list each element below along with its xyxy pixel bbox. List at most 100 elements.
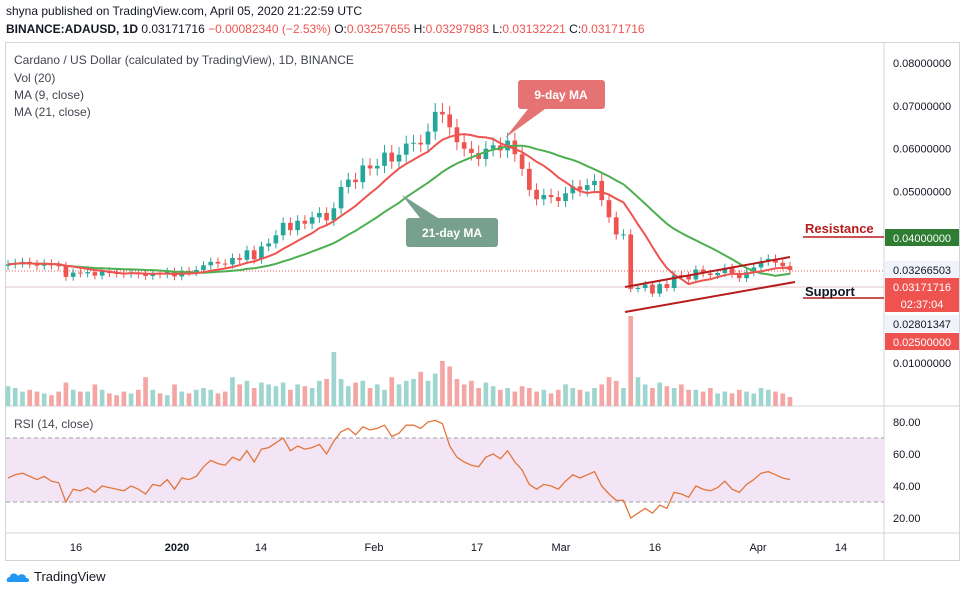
volume-bar [85, 391, 90, 406]
candle-body [584, 185, 590, 190]
candle-body [635, 288, 641, 289]
time-axis-tick: 14 [835, 542, 847, 554]
candle-body [411, 142, 416, 144]
candle-body [353, 179, 358, 183]
channel-lower-line [624, 281, 796, 313]
candle-body [403, 143, 409, 155]
candle-body [708, 273, 713, 276]
candle-body [621, 234, 626, 236]
volume-bar [266, 384, 271, 406]
candle-body [389, 152, 395, 162]
volume-bar [570, 388, 576, 406]
candle-body [215, 261, 221, 264]
countdown-tag [885, 295, 959, 312]
candle-body [78, 272, 83, 274]
price-axis-tick: 0.01000000 [893, 358, 951, 370]
candle-body [476, 153, 481, 159]
tradingview-logo[interactable]: TradingView [6, 569, 106, 584]
price-axis-tick: 0.05000000 [893, 187, 951, 199]
candle-body [302, 220, 308, 224]
candle-body [273, 235, 279, 244]
volume-bar [20, 391, 25, 406]
volume-bar [642, 384, 648, 406]
volume-bar [563, 384, 568, 406]
volume-bar [411, 379, 416, 406]
volume-bar [317, 380, 322, 406]
ma21-line [7, 144, 791, 277]
ma9-callout-text: 9-day MA [534, 88, 588, 102]
volume-bar [425, 380, 431, 406]
volume-bar [56, 391, 62, 406]
prev-price-text: 0.03266503 [893, 265, 951, 277]
candle-body [34, 264, 40, 266]
volume-bar [498, 389, 503, 406]
rsi-axis-tick: 20.00 [893, 513, 921, 525]
volume-bar [396, 384, 402, 406]
volume-bar [302, 386, 308, 406]
candle-body [657, 284, 662, 294]
volume-bar [143, 377, 148, 406]
rsi-axis-tick: 40.00 [893, 481, 921, 493]
volume-bar [606, 377, 612, 406]
candle-body [469, 148, 474, 153]
volume-bar [657, 382, 662, 406]
candle-body [193, 270, 199, 273]
volume-bar [671, 388, 677, 406]
chart-title: Cardano / US Dollar (calculated by Tradi… [14, 53, 354, 67]
channel-upper-line [624, 256, 791, 288]
price-axis-tick: 0.08000000 [893, 58, 951, 70]
volume-bar [773, 391, 778, 406]
ma9-callout [518, 80, 605, 109]
volume-bar [193, 389, 199, 406]
time-axis-tick: 17 [471, 542, 483, 554]
volume-bar [208, 389, 214, 406]
candle-body [570, 186, 576, 194]
volume-bar [592, 388, 597, 406]
last-price-tag [885, 278, 959, 295]
candle-body [222, 263, 228, 265]
volume-bar [99, 389, 105, 406]
candle-body [150, 273, 156, 276]
time-axis-tick: Feb [365, 542, 384, 554]
volume-bar [389, 377, 395, 406]
volume-bar [63, 382, 69, 406]
rsi-axis-tick: 80.00 [893, 417, 921, 429]
volume-bar [548, 393, 554, 406]
volume-bar [505, 388, 510, 406]
volume-bar [244, 380, 250, 406]
candle-body [396, 154, 402, 162]
legend-ma9: MA (9, close) [14, 88, 85, 102]
candle-body [787, 266, 793, 270]
volume-bar [280, 382, 286, 406]
candle-body [664, 284, 670, 288]
symbol-label: BINANCE:ADAUSD, 1D [6, 22, 139, 36]
candle-body [715, 273, 720, 276]
candle-body [722, 267, 728, 273]
candle-body [280, 222, 286, 236]
volume-bar [708, 388, 713, 406]
volume-bar [374, 384, 380, 406]
candle-body [251, 250, 257, 260]
volume-bar [512, 391, 518, 406]
candle-body [729, 267, 735, 275]
candle-body [555, 197, 561, 201]
volume-bar [353, 382, 358, 406]
legend-ma21: MA (21, close) [14, 105, 91, 119]
volume-bar [331, 352, 337, 406]
publish-line: shyna published on TradingView.com, Apri… [6, 4, 363, 18]
time-axis-tick: Apr [749, 542, 766, 554]
volume-bar [432, 373, 438, 406]
rsi-band [6, 438, 884, 502]
candle-body [592, 180, 597, 186]
low-price-tag [885, 315, 959, 332]
volume-bar [555, 389, 561, 406]
candle-body [461, 142, 467, 149]
countdown-text: 02:37:04 [901, 299, 944, 311]
volume-bar [186, 393, 192, 406]
close-value: 0.03171716 [581, 22, 645, 36]
volume-bar [736, 389, 742, 406]
candle-body [758, 261, 764, 268]
volume-bar [693, 389, 699, 406]
candle-body [85, 272, 90, 274]
